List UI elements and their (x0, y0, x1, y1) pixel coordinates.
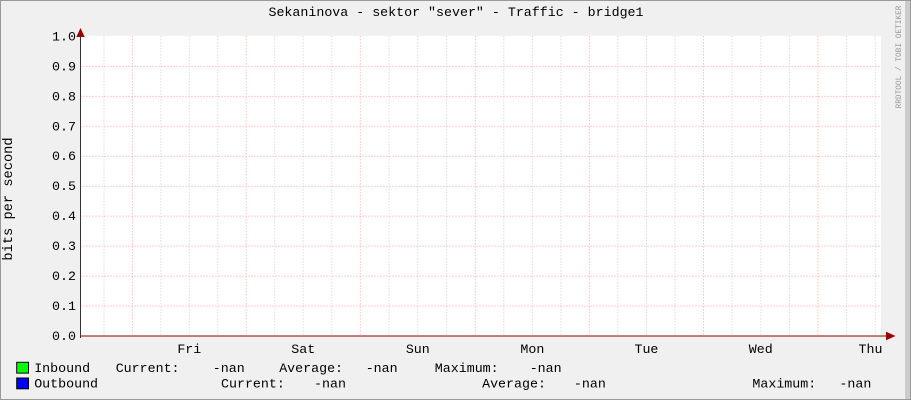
svg-text:0.9: 0.9 (52, 59, 76, 74)
svg-text:-nan: -nan (530, 361, 562, 376)
svg-text:0.4: 0.4 (52, 209, 76, 224)
svg-text:Sun: Sun (406, 342, 430, 357)
svg-text:Sat: Sat (291, 342, 315, 357)
svg-text:-nan: -nan (839, 377, 871, 392)
svg-text:0.5: 0.5 (52, 179, 76, 194)
svg-text:-nan: -nan (366, 361, 398, 376)
svg-text:Average:: Average: (482, 377, 546, 392)
svg-text:0.6: 0.6 (52, 149, 76, 164)
svg-text:Inbound: Inbound (34, 361, 90, 376)
svg-text:1.0: 1.0 (52, 29, 76, 44)
svg-text:-nan: -nan (314, 377, 346, 392)
svg-text:-nan: -nan (574, 377, 606, 392)
svg-text:Average:: Average: (279, 361, 343, 376)
svg-text:Fri: Fri (177, 342, 201, 357)
svg-text:0.7: 0.7 (52, 119, 76, 134)
svg-text:RRDTOOL / TOBI OETIKER: RRDTOOL / TOBI OETIKER (896, 5, 904, 108)
svg-text:Wed: Wed (749, 342, 773, 357)
svg-text:bits per second: bits per second (2, 137, 17, 260)
svg-text:Maximum:: Maximum: (435, 361, 499, 376)
svg-text:Thu: Thu (859, 342, 883, 357)
svg-text:Tue: Tue (634, 342, 658, 357)
svg-text:0.0: 0.0 (52, 329, 76, 344)
svg-text:0.1: 0.1 (52, 299, 76, 314)
svg-text:-nan: -nan (213, 361, 245, 376)
svg-text:0.3: 0.3 (52, 239, 76, 254)
svg-text:Current:: Current: (116, 361, 180, 376)
svg-text:0.8: 0.8 (52, 89, 76, 104)
svg-text:Current:: Current: (221, 377, 285, 392)
svg-text:Sekaninova - sektor "sever" -: Sekaninova - sektor "sever" - Traffic - … (268, 5, 643, 20)
svg-text:Mon: Mon (520, 342, 544, 357)
svg-text:0.2: 0.2 (52, 269, 76, 284)
svg-text:Maximum:: Maximum: (752, 377, 816, 392)
svg-text:Outbound: Outbound (34, 377, 98, 392)
